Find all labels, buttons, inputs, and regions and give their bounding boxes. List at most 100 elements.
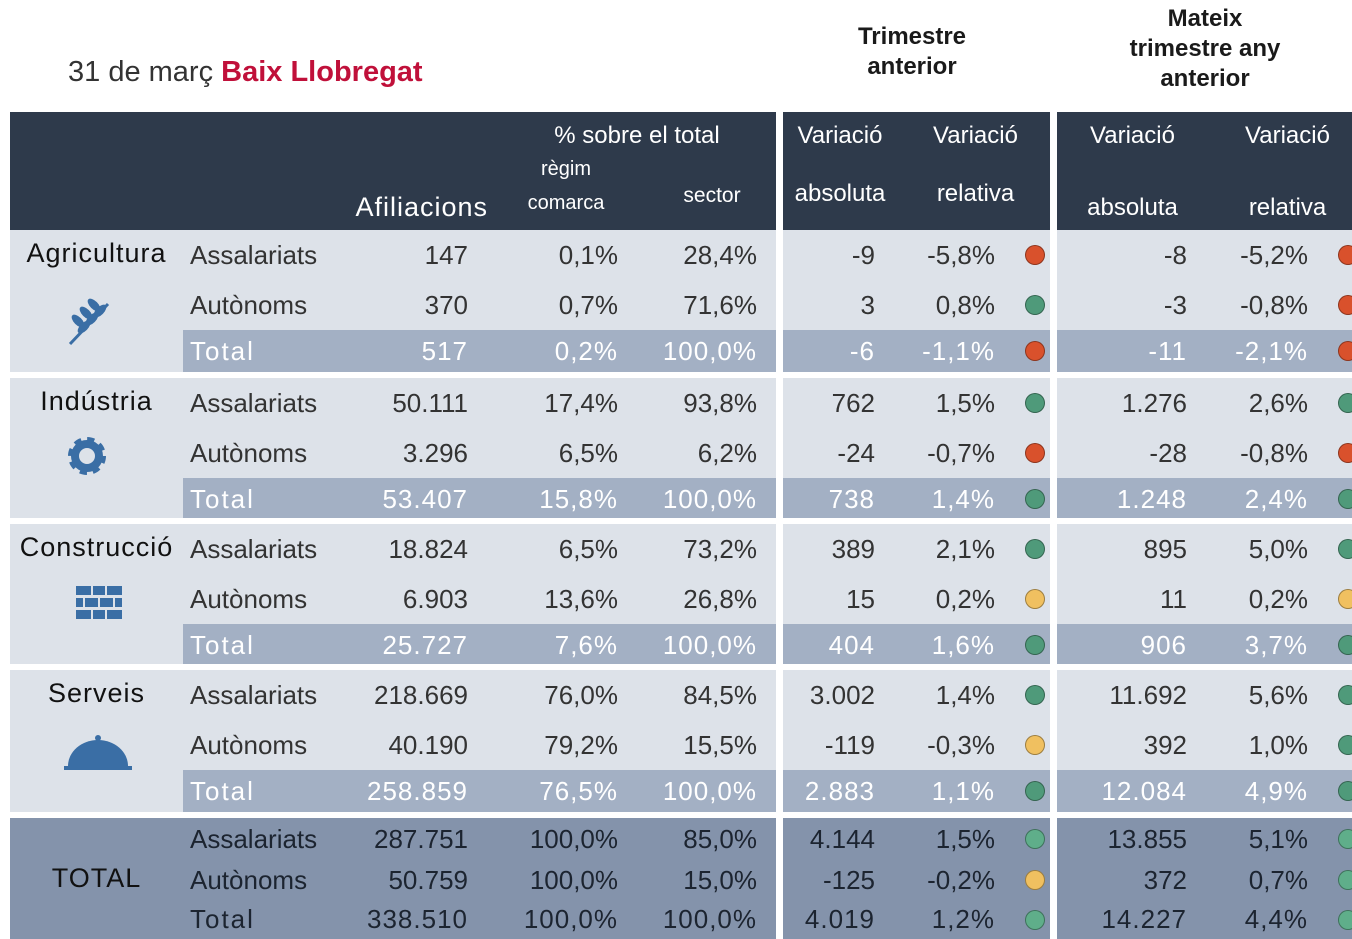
cell: 2,4% [1244, 484, 1308, 514]
cell: 370 [424, 290, 468, 320]
row-label: Assalariats [190, 388, 318, 418]
cell: 6.903 [402, 584, 468, 614]
group-line: anterior [867, 53, 957, 80]
table-header [10, 112, 1352, 230]
section-name: Agricultura [26, 238, 167, 268]
cell: 12.084 [1101, 776, 1187, 806]
row-label: Assalariats [190, 680, 318, 710]
col-header: absoluta [794, 180, 886, 207]
status-dot [1338, 829, 1352, 849]
cell: 2.883 [804, 776, 875, 806]
col-header: règim [540, 158, 591, 180]
cell: 372 [1143, 865, 1187, 895]
cell: 11.692 [1109, 680, 1187, 710]
group-line: Mateix [1167, 5, 1243, 32]
cell: 6,5% [558, 438, 618, 468]
status-dot [1025, 635, 1045, 655]
cell: 73,2% [683, 534, 757, 564]
status-dot [1025, 685, 1045, 705]
cell: -6 [849, 336, 875, 366]
status-dot [1025, 245, 1045, 265]
section-name: Construcció [19, 532, 174, 562]
col-header: relativa [936, 180, 1015, 207]
cell: 1,1% [931, 776, 995, 806]
cell: 0,7% [558, 290, 618, 320]
col-header: % sobre el total [554, 122, 720, 149]
cell: 85,0% [683, 824, 757, 854]
group-title: Trimestre anterior [812, 22, 1012, 82]
cell: 0,8% [935, 290, 995, 320]
section-name: Serveis [47, 678, 146, 708]
cell: 287.751 [374, 824, 468, 854]
cell: 6,5% [558, 534, 618, 564]
total-row-bg [183, 624, 1352, 666]
row-label: Total [190, 336, 255, 366]
cell: 1.248 [1116, 484, 1187, 514]
total-row-bg [183, 770, 1352, 812]
status-dot [1025, 589, 1045, 609]
status-dot [1338, 341, 1352, 361]
status-dot [1025, 735, 1045, 755]
cell: 5,0% [1248, 534, 1308, 564]
col-header: Variació [1090, 122, 1175, 149]
row-gap [10, 372, 1352, 378]
status-dot [1025, 295, 1045, 315]
cell: 338.510 [367, 904, 468, 934]
cell: 79,2% [544, 730, 618, 760]
cell: 40.190 [388, 730, 468, 760]
cell: 13,6% [544, 584, 618, 614]
cell: 1.276 [1121, 388, 1187, 418]
group-line: anterior [1160, 65, 1250, 92]
cell: -119 [824, 730, 875, 760]
status-dot [1338, 443, 1352, 463]
cell: 17,4% [544, 388, 618, 418]
cell: 76,0% [544, 680, 618, 710]
cell: -5,8% [927, 240, 995, 270]
status-dot [1338, 539, 1352, 559]
cell: 218.669 [374, 680, 468, 710]
cell: 15 [846, 584, 875, 614]
row-label: Total [190, 484, 255, 514]
cell: 25.727 [382, 630, 468, 660]
row-gap [10, 664, 1352, 670]
status-dot [1025, 870, 1045, 890]
status-dot [1338, 589, 1352, 609]
cell: 1,5% [935, 824, 995, 854]
cell: 5,6% [1248, 680, 1308, 710]
cell: 4,9% [1244, 776, 1308, 806]
group-line: Trimestre [857, 23, 967, 50]
cell: -0,2% [927, 865, 995, 895]
cell: -9 [851, 240, 875, 270]
title: 31 de març Baix Llobregat [68, 56, 423, 89]
cell: 4,4% [1244, 904, 1308, 934]
row-label: Autònoms [190, 290, 308, 320]
total-row-bg [183, 330, 1352, 372]
cell: 26,8% [683, 584, 757, 614]
cell: 5,1% [1248, 824, 1308, 854]
cell: 14.227 [1101, 904, 1187, 934]
row-label: Assalariats [190, 824, 318, 854]
row-label: Autònoms [190, 865, 308, 895]
cell: 6,2% [697, 438, 757, 468]
cell: 100,0% [662, 336, 757, 366]
row-label: Autònoms [190, 584, 308, 614]
cell: 147 [424, 240, 468, 270]
cell: -125 [822, 865, 875, 895]
cell: 1,4% [935, 680, 995, 710]
row-label: Total [190, 776, 255, 806]
cell: 11 [1160, 584, 1187, 614]
row-label: Autònoms [190, 438, 308, 468]
status-dot [1338, 489, 1352, 509]
cell: 3.002 [809, 680, 875, 710]
cell: 84,5% [683, 680, 757, 710]
section-name: Indústria [40, 386, 153, 416]
status-dot [1338, 685, 1352, 705]
cell: 2,1% [935, 534, 995, 564]
row-gap [10, 812, 1352, 818]
cell: 0,1% [558, 240, 618, 270]
cell: 28,4% [683, 240, 757, 270]
cell: 392 [1143, 730, 1187, 760]
date: 31 de març [68, 56, 214, 88]
cell: 15,0% [683, 865, 757, 895]
